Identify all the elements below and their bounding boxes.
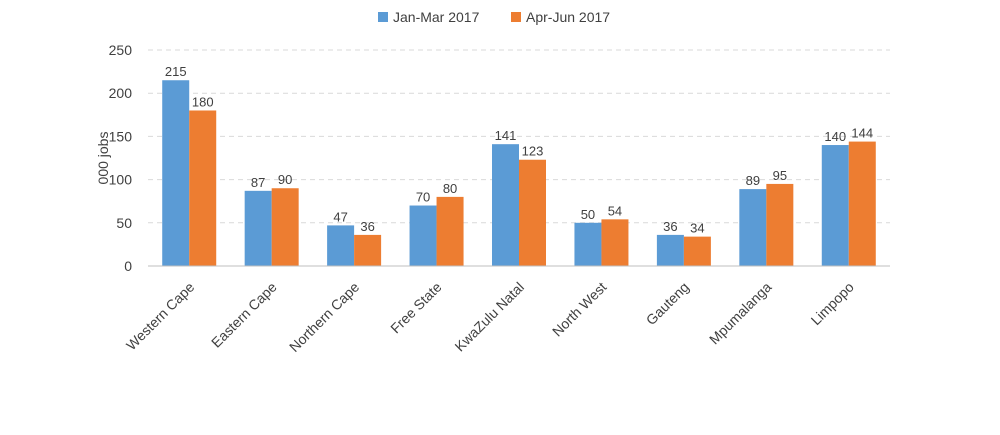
x-tick-label: Free State bbox=[387, 279, 445, 337]
x-tick-label: Western Cape bbox=[123, 279, 198, 354]
data-label: 95 bbox=[773, 168, 787, 183]
data-label: 54 bbox=[608, 203, 622, 218]
x-axis-ticks: Western Cape Eastern Cape Northern Cape Fre… bbox=[123, 279, 857, 355]
bar bbox=[436, 196, 464, 266]
x-tick-label: Mpumalanga bbox=[706, 279, 775, 348]
bar bbox=[492, 144, 519, 266]
y-tick-label: 250 bbox=[109, 42, 133, 58]
bar bbox=[189, 110, 217, 266]
bar bbox=[354, 234, 382, 266]
bar bbox=[766, 183, 794, 266]
data-label: 89 bbox=[746, 173, 760, 188]
data-label: 180 bbox=[192, 94, 214, 109]
data-label: 144 bbox=[851, 126, 873, 141]
x-tick-label: Gauteng bbox=[643, 279, 692, 328]
data-label: 140 bbox=[824, 129, 846, 144]
data-label: 80 bbox=[443, 181, 457, 196]
data-label: 36 bbox=[360, 219, 374, 234]
bars bbox=[162, 80, 876, 267]
x-tick-label: Limpopo bbox=[808, 279, 857, 328]
bar bbox=[162, 80, 190, 267]
bar bbox=[601, 219, 629, 266]
data-label: 34 bbox=[690, 221, 704, 236]
bar bbox=[848, 141, 876, 266]
bar bbox=[271, 188, 299, 266]
x-tick-label: Northern Cape bbox=[286, 279, 362, 355]
data-label: 141 bbox=[495, 128, 517, 143]
x-tick-label: Eastern Cape bbox=[208, 279, 280, 351]
data-label: 215 bbox=[165, 64, 187, 79]
y-axis-label: 000 jobs bbox=[95, 132, 111, 185]
legend-label: Apr-Jun 2017 bbox=[526, 9, 610, 25]
data-labels: 215 180 87 90 47 36 70 80 141 123 50 54 36 34 89 95 140 1… bbox=[165, 64, 873, 235]
data-label: 70 bbox=[416, 190, 430, 205]
x-tick-label: North West bbox=[549, 279, 610, 340]
y-tick-label: 150 bbox=[109, 128, 133, 144]
data-label: 90 bbox=[278, 172, 292, 187]
bar bbox=[683, 236, 711, 266]
legend-swatch bbox=[378, 12, 388, 22]
bar bbox=[739, 189, 767, 266]
legend-swatch bbox=[511, 12, 521, 22]
y-axis-ticks: 0 50 100 150 200 250 bbox=[109, 42, 133, 274]
y-tick-label: 200 bbox=[109, 85, 133, 101]
bar bbox=[409, 205, 437, 266]
data-label: 123 bbox=[522, 144, 544, 159]
bar bbox=[327, 225, 355, 266]
legend: Jan-Mar 2017 Apr-Jun 2017 bbox=[378, 9, 610, 25]
y-tick-label: 100 bbox=[109, 172, 133, 188]
data-label: 87 bbox=[251, 175, 265, 190]
bar bbox=[821, 145, 849, 266]
bar bbox=[574, 222, 602, 266]
y-tick-label: 0 bbox=[124, 258, 132, 274]
bar bbox=[244, 190, 272, 266]
data-label: 50 bbox=[581, 207, 595, 222]
y-tick-label: 50 bbox=[116, 215, 132, 231]
bar bbox=[519, 159, 546, 266]
data-label: 36 bbox=[663, 219, 677, 234]
data-label: 47 bbox=[333, 209, 347, 224]
bar bbox=[656, 234, 684, 266]
x-tick-label: KwaZulu Natal bbox=[451, 279, 527, 355]
legend-label: Jan-Mar 2017 bbox=[393, 9, 480, 25]
